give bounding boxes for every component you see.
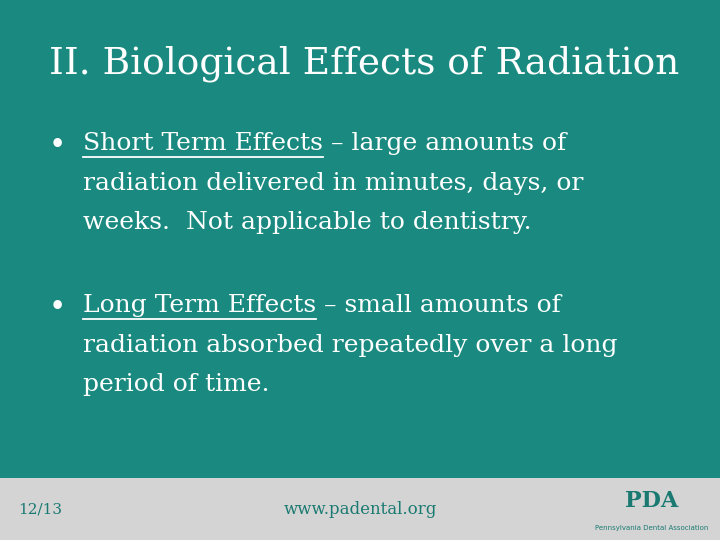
- Text: Pennsylvania Dental Association: Pennsylvania Dental Association: [595, 525, 708, 531]
- Text: •: •: [49, 294, 66, 322]
- Text: II. Biological Effects of Radiation: II. Biological Effects of Radiation: [49, 46, 679, 83]
- Text: weeks.  Not applicable to dentistry.: weeks. Not applicable to dentistry.: [83, 211, 531, 234]
- Text: radiation delivered in minutes, days, or: radiation delivered in minutes, days, or: [83, 172, 583, 195]
- Text: PDA: PDA: [625, 490, 678, 512]
- Text: Long Term Effects: Long Term Effects: [83, 294, 316, 318]
- Text: – large amounts of: – large amounts of: [323, 132, 566, 156]
- Text: www.padental.org: www.padental.org: [283, 501, 437, 518]
- Text: period of time.: period of time.: [83, 373, 269, 396]
- Text: •: •: [49, 132, 66, 160]
- Text: radiation absorbed repeatedly over a long: radiation absorbed repeatedly over a lon…: [83, 334, 617, 357]
- Text: – small amounts of: – small amounts of: [316, 294, 561, 318]
- Text: 12/13: 12/13: [18, 502, 62, 516]
- Bar: [0, 478, 720, 540]
- Text: Short Term Effects: Short Term Effects: [83, 132, 323, 156]
